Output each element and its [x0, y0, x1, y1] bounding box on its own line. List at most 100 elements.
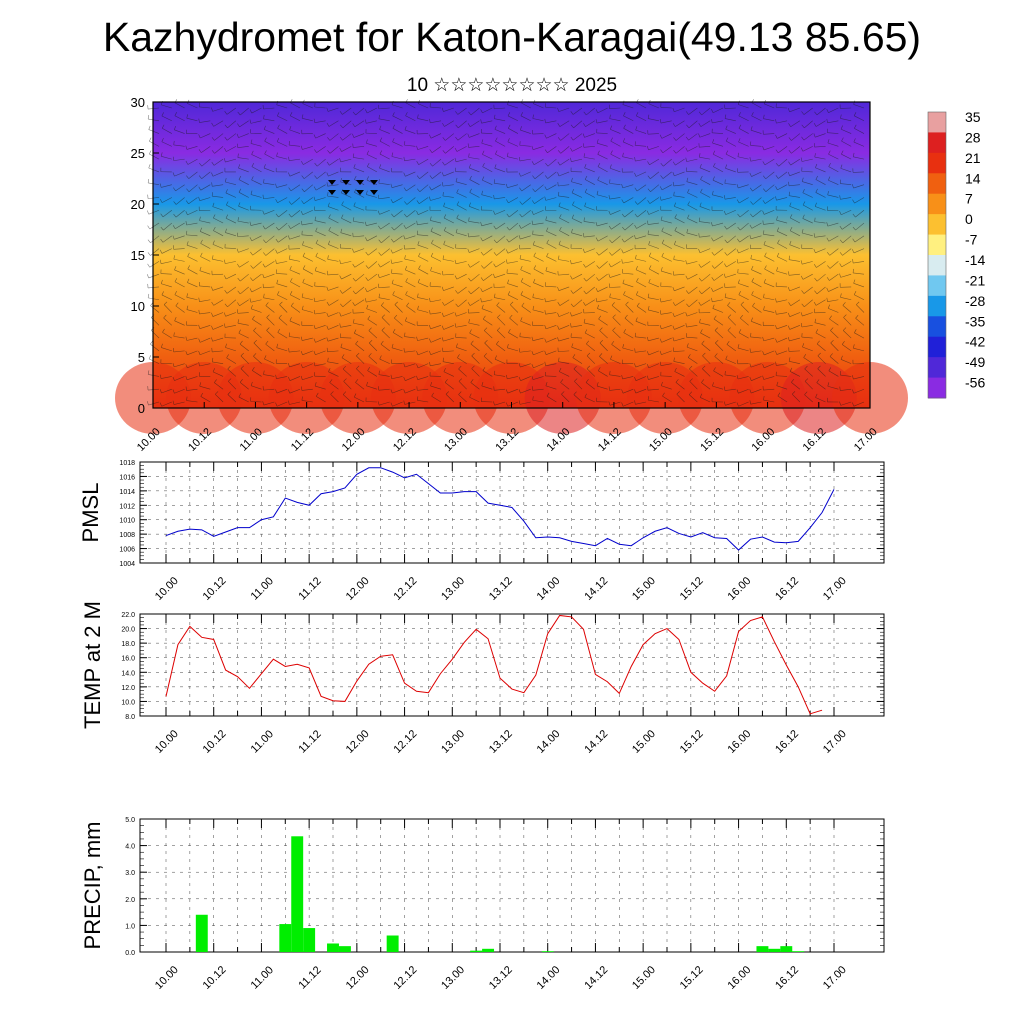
wind-barb	[609, 183, 621, 185]
wind-barb-flag	[814, 217, 816, 222]
wind-barb	[289, 363, 301, 368]
wind-barb	[404, 363, 416, 368]
wind-barb-flag	[801, 303, 805, 308]
wind-barb	[199, 312, 211, 315]
wind-barb-flag	[800, 322, 803, 328]
wind-barb-flag	[814, 318, 817, 323]
wind-barb-flag	[852, 249, 855, 254]
wind-barb-flag	[339, 259, 341, 264]
wind-barb	[225, 347, 237, 352]
wind-barb-flag	[647, 200, 651, 204]
wind-barb	[200, 243, 211, 249]
wind-barb	[583, 221, 595, 224]
wind-barb-flag	[634, 400, 636, 405]
wind-barb-flag	[352, 111, 356, 116]
wind-barb	[801, 336, 813, 339]
wind-barb-flag	[609, 370, 611, 375]
wind-barb	[610, 153, 621, 160]
wind-barb	[596, 299, 608, 303]
wind-barb	[648, 209, 660, 215]
wind-barb	[724, 197, 736, 200]
wind-barb-flag	[750, 201, 754, 205]
wind-barb	[431, 184, 442, 191]
wind-barb	[790, 299, 801, 306]
wind-barb	[558, 273, 570, 276]
wind-barb-flag	[531, 145, 534, 150]
wind-barb-flag	[789, 202, 792, 207]
wind-barb	[751, 171, 762, 177]
wind-barb	[430, 220, 442, 224]
wind-barb	[368, 356, 378, 364]
wind-barb-flag	[635, 126, 638, 131]
wind-barb	[276, 156, 288, 160]
wind-barb	[804, 120, 813, 129]
wind-barb-flag	[776, 227, 780, 232]
x-tick-label: 16.12	[773, 728, 801, 756]
wind-barb	[278, 317, 288, 326]
wind-barb-flag	[762, 364, 765, 368]
wind-barb-flag	[457, 354, 460, 358]
wind-barb	[675, 382, 685, 390]
precip-bar	[780, 946, 793, 952]
wind-barb-flag	[506, 152, 509, 157]
wind-barb	[494, 273, 506, 278]
wind-barbs	[147, 99, 865, 407]
wind-barb-flag	[736, 259, 739, 264]
wind-pennant	[356, 180, 364, 185]
wind-barb-flag	[365, 288, 368, 293]
wind-barb	[660, 363, 672, 366]
wind-barb-flag	[596, 265, 600, 269]
wind-barb-flag	[403, 363, 406, 368]
wind-barb-flag	[531, 200, 535, 204]
wind-barb	[702, 368, 711, 377]
wind-barb	[829, 261, 839, 269]
wind-barb	[445, 394, 455, 403]
wind-barb-flag	[172, 235, 175, 240]
wind-barb	[458, 368, 467, 377]
wind-barb-flag	[763, 188, 767, 192]
wind-barb	[624, 210, 634, 218]
wind-barb	[520, 115, 531, 122]
wind-barb	[532, 234, 544, 237]
wind-barb	[303, 171, 314, 179]
wind-barb-flag	[570, 259, 572, 265]
wind-barb	[315, 133, 326, 139]
wind-barb	[481, 142, 493, 147]
wind-barb	[816, 261, 826, 268]
wind-barb-flag	[660, 175, 664, 179]
wind-barb	[289, 158, 301, 162]
wind-barb-flag	[828, 163, 831, 167]
wind-barb	[381, 235, 390, 244]
wind-barb-flag	[610, 137, 613, 142]
wind-barb-flag	[622, 279, 625, 284]
wind-barb	[750, 401, 762, 405]
wind-barb-flag	[392, 138, 395, 142]
wind-barb	[392, 248, 403, 254]
wind-barb	[507, 261, 518, 264]
wind-barb	[328, 312, 339, 317]
wind-barb	[161, 156, 172, 160]
wind-barb	[828, 370, 839, 377]
wind-barb	[481, 120, 493, 124]
wind-barb-flag	[212, 255, 214, 260]
wind-barb	[507, 156, 518, 160]
wind-barb	[584, 206, 595, 211]
colorbar-swatch	[928, 316, 946, 338]
wind-barb-flag	[661, 239, 665, 244]
wind-barb	[635, 388, 647, 394]
wind-barb	[738, 197, 749, 204]
wind-barb	[727, 235, 737, 244]
wind-barb-flag	[584, 329, 588, 334]
wind-barb	[174, 363, 185, 368]
wind-barb-flag	[723, 273, 726, 278]
wind-barb	[148, 273, 160, 279]
wind-barb	[584, 192, 595, 198]
wind-barb-flag	[313, 134, 316, 139]
wind-barb-flag	[723, 210, 727, 215]
wind-barb-flag	[531, 336, 534, 341]
wind-barb-flag	[531, 220, 533, 225]
wind-barb-flag	[814, 153, 816, 158]
wind-barb-flag	[211, 172, 214, 177]
wind-barb-flag	[147, 252, 151, 256]
wind-barb-flag	[609, 252, 613, 256]
